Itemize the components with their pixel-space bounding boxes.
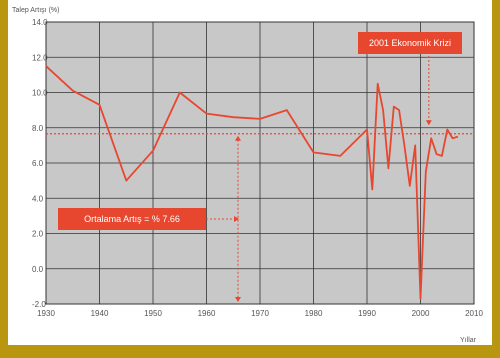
plot-border	[45, 21, 475, 305]
x-tick-label: 1930	[37, 309, 55, 318]
y-tick-label: 6.0	[32, 159, 44, 168]
x-tick-label: 2000	[412, 309, 430, 318]
series-line	[45, 65, 459, 300]
y-tick-label: 4.0	[32, 194, 44, 203]
line-chart: 1930 1940 1950 1960 1970 1980 1990 2000 2010 14.0…	[12, 7, 483, 344]
crisis-arrow-head	[425, 120, 432, 126]
crisis-annotation-text: 2001 Ekonomik Krizi	[369, 38, 451, 48]
average-span-head-top	[235, 135, 241, 141]
y-axis-title: Talep Artışı (%)	[12, 7, 59, 14]
x-tick-label: 1960	[198, 309, 216, 318]
average-connector-head	[234, 216, 239, 222]
x-tick-label: 1990	[358, 309, 376, 318]
average-annotation-box	[58, 208, 206, 230]
x-tick-label: 1980	[305, 309, 323, 318]
y-tick-label: 14.0	[32, 18, 48, 27]
y-tick-label: 0.0	[32, 265, 44, 274]
average-span-head-bottom	[235, 297, 241, 302]
y-tick-label: -2.0	[32, 300, 46, 309]
y-tick-label: 10.0	[32, 89, 48, 98]
y-tick-label: 2.0	[32, 230, 44, 239]
x-tick-label: 2010	[465, 309, 483, 318]
x-tick-label: 1950	[144, 309, 162, 318]
average-annotation-text: Ortalama Artış = % 7.66	[84, 214, 180, 224]
x-tick-label: 1940	[91, 309, 109, 318]
chart-frame: 1930 1940 1950 1960 1970 1980 1990 2000 2010 14.0…	[8, 0, 492, 345]
crisis-annotation-box	[358, 32, 462, 54]
x-axis-title: Yıllar	[460, 337, 477, 344]
y-tick-label: 8.0	[32, 124, 44, 133]
x-tick-label: 1970	[251, 309, 269, 318]
y-tick-label: 12.0	[32, 53, 48, 62]
